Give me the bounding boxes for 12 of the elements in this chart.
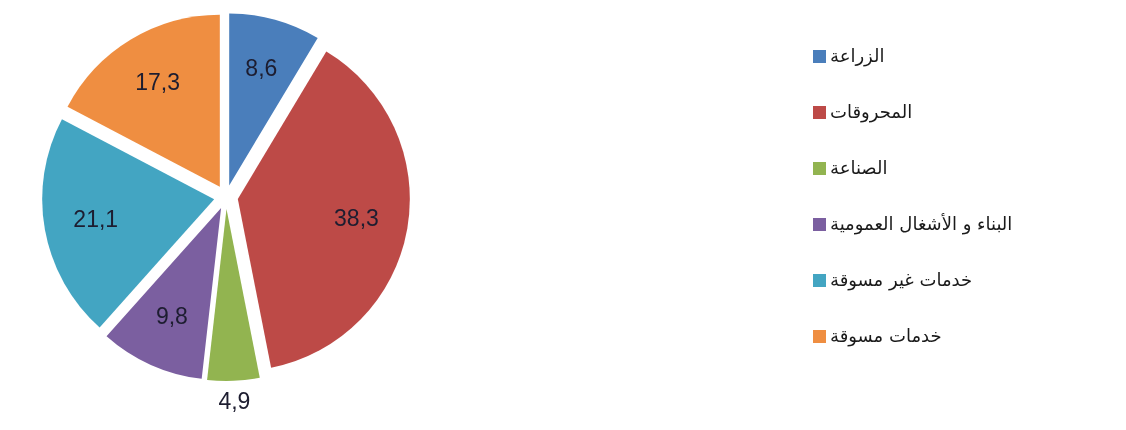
data-label: 9,8 [155,303,188,330]
legend-label: خدمات غير مسوقة [830,268,973,291]
data-label: 38,3 [334,205,379,232]
data-label: 21,1 [73,205,119,232]
legend-label: الصناعة [830,156,888,178]
data-label: 17,3 [135,69,180,96]
legend-label: البناء و الأشغال العمومية [830,212,1013,235]
data-label: 8,6 [245,54,278,81]
data-label: 4,9 [218,388,251,415]
legend-label: الزراعة [830,44,885,67]
legend-label: خدمات مسوقة [830,324,942,347]
legend-label: المحروقات [830,100,913,123]
